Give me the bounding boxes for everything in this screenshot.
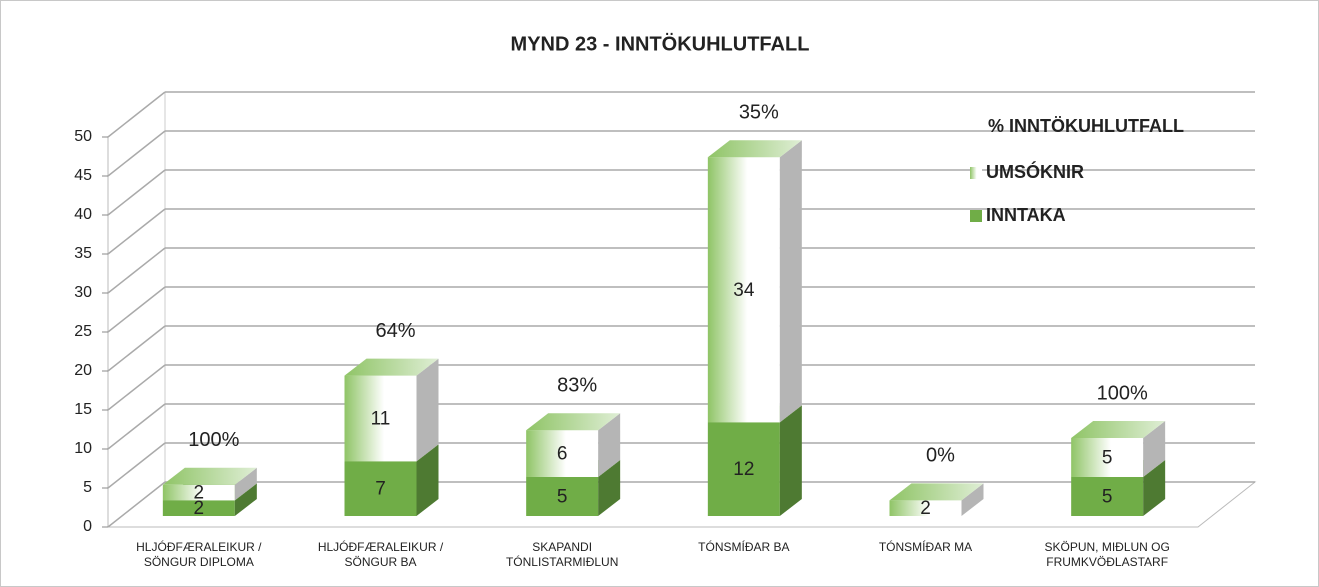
bar-front bbox=[707, 157, 780, 423]
grid-line bbox=[107, 169, 166, 216]
x-tick-label: TÓNSMÍÐAR BA bbox=[698, 539, 789, 554]
data-label: 2 bbox=[194, 483, 205, 504]
bar-side bbox=[234, 483, 257, 516]
grid-line bbox=[107, 91, 166, 138]
y-tick-label: 40 bbox=[74, 206, 92, 223]
bar bbox=[889, 483, 984, 516]
bar-side bbox=[598, 460, 621, 516]
bar-top bbox=[162, 467, 257, 485]
legend-label: UMSÓKNIR bbox=[986, 161, 1084, 182]
bar-front bbox=[526, 430, 599, 477]
grid-line bbox=[107, 442, 166, 489]
ratio-label: 64% bbox=[375, 320, 415, 342]
y-tick-label: 5 bbox=[83, 479, 92, 496]
y-tick-label: 50 bbox=[74, 128, 92, 145]
ratio-label: 35% bbox=[739, 101, 779, 123]
x-tick-label: SKAPANDI TÓNLISTARMIÐLUN bbox=[506, 540, 618, 569]
bar bbox=[344, 358, 439, 462]
ratio-label: 83% bbox=[557, 374, 597, 396]
bar-front bbox=[1071, 438, 1144, 477]
y-tick-label: 20 bbox=[74, 362, 92, 379]
x-tick-label: HLJÓÐFÆRALEIKUR / SÖNGUR BA bbox=[318, 539, 444, 569]
y-tick-label: 10 bbox=[74, 440, 92, 457]
bar-top bbox=[707, 140, 802, 158]
y-tick-label: 35 bbox=[74, 245, 92, 262]
data-label: 2 bbox=[920, 498, 931, 519]
legend-label: INNTAKA bbox=[986, 205, 1066, 225]
bar bbox=[162, 467, 257, 501]
bar-top bbox=[526, 413, 621, 431]
bar-front bbox=[1071, 477, 1144, 516]
bar-front bbox=[707, 422, 780, 516]
grid-line bbox=[107, 286, 166, 333]
bar-side bbox=[1143, 421, 1166, 477]
bar-front bbox=[162, 484, 235, 501]
ratio-label: 0% bbox=[926, 445, 955, 467]
bar-side bbox=[779, 140, 802, 423]
ratio-label: 100% bbox=[188, 429, 239, 451]
grid-line bbox=[107, 364, 166, 411]
bar bbox=[526, 413, 621, 477]
grid-line bbox=[107, 208, 166, 255]
bar-front bbox=[162, 500, 235, 516]
bar-side bbox=[598, 413, 621, 477]
legend-swatch bbox=[970, 210, 982, 222]
grid-line bbox=[107, 481, 166, 528]
data-label: 34 bbox=[733, 280, 755, 301]
x-tick-label: TÓNSMÍÐAR MA bbox=[879, 539, 972, 554]
y-tick-label: 0 bbox=[83, 518, 92, 535]
data-label: 7 bbox=[375, 479, 386, 500]
bar-side bbox=[779, 405, 802, 516]
bar bbox=[707, 140, 802, 423]
grid-line bbox=[107, 325, 166, 372]
bar bbox=[1071, 421, 1166, 477]
grid-line bbox=[107, 130, 166, 177]
bar-side bbox=[961, 483, 984, 516]
bar-front bbox=[344, 375, 417, 462]
data-label: 5 bbox=[1102, 448, 1113, 469]
data-label: 6 bbox=[557, 444, 568, 465]
x-tick-label: SKÖPUN, MIÐLUN OG FRUMKVÖÐLASTARF bbox=[1044, 540, 1169, 569]
data-label: 12 bbox=[733, 459, 754, 480]
bar-top bbox=[1071, 421, 1166, 438]
bar-side bbox=[1143, 460, 1166, 516]
data-label: 2 bbox=[194, 498, 205, 519]
grid-line bbox=[107, 403, 166, 450]
y-tick-label: 25 bbox=[74, 323, 92, 340]
chart-title: MYND 23 - INNTÖKUHLUTFALL bbox=[511, 32, 810, 55]
bar-front bbox=[889, 500, 962, 516]
bar-side bbox=[234, 467, 257, 501]
bar-top bbox=[344, 358, 439, 376]
y-tick-label: 45 bbox=[74, 167, 92, 184]
bar-front bbox=[526, 477, 599, 516]
legend-label: % INNTÖKUHLUTFALL bbox=[988, 116, 1184, 136]
bar-side bbox=[416, 358, 439, 462]
data-label: 5 bbox=[557, 487, 568, 508]
bar-front bbox=[344, 461, 417, 516]
bar-side bbox=[416, 444, 439, 516]
bar-top bbox=[889, 483, 984, 501]
ratio-label: 100% bbox=[1097, 382, 1148, 404]
x-tick-label: HLJÓÐFÆRALEIKUR / SÖNGUR DIPLOMA bbox=[136, 539, 262, 569]
data-label: 5 bbox=[1102, 487, 1113, 508]
legend-swatch bbox=[970, 167, 982, 179]
y-tick-label: 30 bbox=[74, 284, 92, 301]
y-tick-label: 15 bbox=[74, 401, 92, 418]
grid-line bbox=[107, 247, 166, 294]
data-label: 11 bbox=[371, 409, 391, 430]
